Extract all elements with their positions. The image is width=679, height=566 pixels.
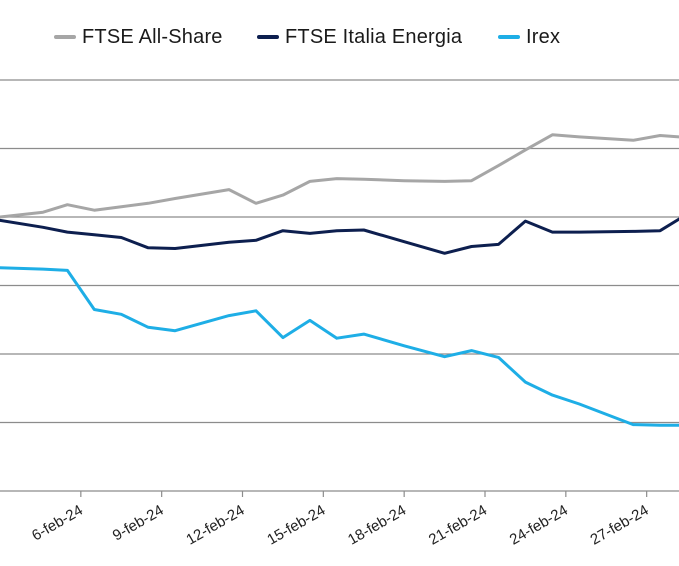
legend-label: FTSE All-Share <box>82 25 223 48</box>
legend-item: FTSE All-Share <box>54 22 223 52</box>
series-line-irex <box>0 266 679 427</box>
legend-label: Irex <box>526 25 561 48</box>
legend-swatch <box>498 35 520 39</box>
legend-label: FTSE Italia Energia <box>285 25 463 48</box>
x-tick-label: 12-feb-24 <box>183 502 247 549</box>
legend-swatch <box>257 35 279 39</box>
x-tick-label: 21-feb-24 <box>426 502 490 549</box>
x-tick-label: 9-feb-24 <box>110 502 167 545</box>
x-tick-label: 18-feb-24 <box>345 502 409 549</box>
legend-item: FTSE Italia Energia <box>257 22 462 52</box>
legend-item: Irex <box>498 22 560 52</box>
legend-swatch <box>54 35 76 39</box>
x-tick-label: 24-feb-24 <box>507 502 571 549</box>
x-tick-label: 6-feb-24 <box>29 502 86 545</box>
chart-legend: FTSE All-Share FTSE Italia Energia Irex <box>0 22 679 52</box>
x-tick-label: 27-feb-24 <box>588 502 652 549</box>
series-line-ftse-all-share <box>0 133 679 219</box>
x-tick-label: 15-feb-24 <box>264 502 328 549</box>
series-line-ftse-italia-energia <box>0 217 679 255</box>
